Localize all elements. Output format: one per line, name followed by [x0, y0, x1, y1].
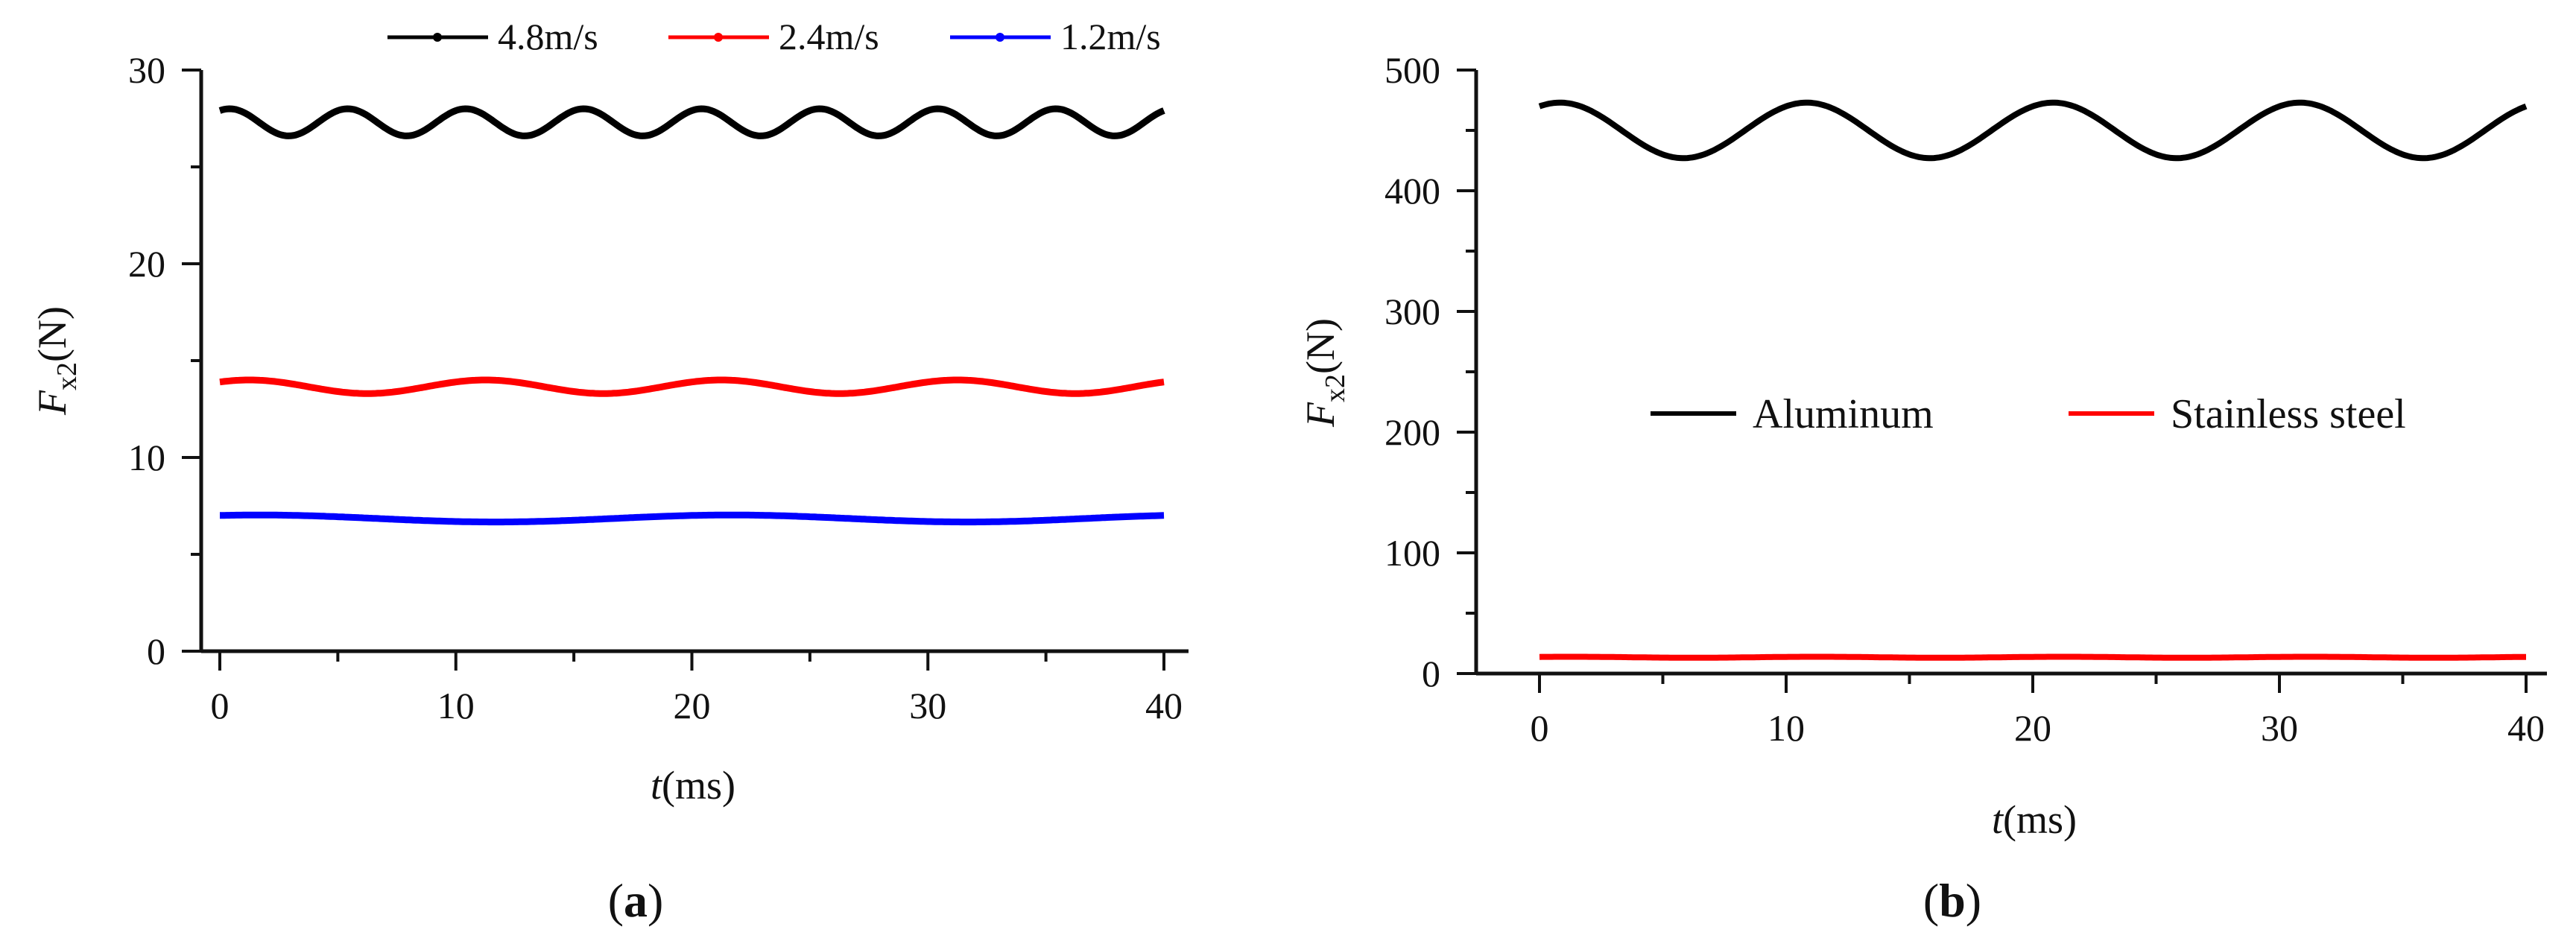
legend-label-4-8ms: 4.8m/s [498, 16, 598, 57]
x-tick-label: 30 [2261, 707, 2298, 749]
y-tick-label: 20 [128, 243, 165, 285]
panel-a-series [218, 105, 1165, 526]
legend-label-stainless-steel: Stainless steel [2171, 391, 2406, 437]
legend-marker-2-4ms [714, 33, 723, 42]
x-tick-label: 40 [2507, 707, 2545, 749]
panel-b-x-axis-label: t(ms) [1992, 797, 2077, 842]
x-tick-label: 30 [909, 685, 946, 726]
legend-item-stainless-steel: Stainless steel [2069, 391, 2406, 437]
panel-a-y-ticks: 0 10 20 30 [128, 49, 201, 672]
legend-marker-1-2ms [996, 33, 1004, 42]
panel-b-y-axis-label: Fx2(N) [1298, 318, 1351, 428]
y-tick-label: 200 [1384, 411, 1440, 453]
legend-item-1-2ms: 1.2m/s [950, 16, 1161, 57]
legend-marker-4-8ms [433, 33, 442, 42]
panel-b-label: (b) [1923, 874, 1981, 927]
legend-item-2-4ms: 2.4m/s [668, 16, 879, 57]
series-line-aluminum [1538, 99, 2528, 162]
y-tick-label: 10 [128, 437, 165, 478]
panel-b-y-ticks: 0 100 200 300 400 500 [1384, 49, 1476, 694]
legend-label-1-2ms: 1.2m/s [1060, 16, 1161, 57]
series-line-2-4m-s [218, 376, 1165, 397]
panel-a-label: (a) [608, 874, 664, 927]
legend-item-4-8ms: 4.8m/s [387, 16, 598, 57]
y-tick-label: 100 [1384, 532, 1440, 574]
y-tick-label: 500 [1384, 49, 1440, 91]
legend-label-2-4ms: 2.4m/s [779, 16, 879, 57]
y-tick-label: 400 [1384, 170, 1440, 212]
legend-item-aluminum: Aluminum [1651, 391, 1934, 437]
panel-b-x-ticks: 0 10 20 30 40 [1531, 674, 2545, 749]
panel-b-series [1538, 99, 2528, 661]
y-tick-label: 0 [147, 630, 165, 672]
panel-a-x-ticks: 0 10 20 30 40 [211, 651, 1183, 726]
panel-a: 0 10 20 30 0 10 20 30 40 Fx2(N) t(ms) 4.8m/s 2.… [30, 16, 1189, 927]
series-line-stainless-steel [1539, 653, 2527, 661]
x-tick-label: 10 [437, 685, 475, 726]
series-line-4-8m-s [218, 105, 1165, 139]
y-tick-label: 300 [1384, 291, 1440, 332]
legend-label-aluminum: Aluminum [1753, 391, 1934, 437]
x-tick-label: 0 [211, 685, 230, 726]
y-tick-label: 30 [128, 49, 165, 91]
panel-a-x-axis-label: t(ms) [651, 763, 735, 808]
panel-a-y-axis-label: Fx2(N) [30, 306, 83, 416]
x-tick-label: 20 [2014, 707, 2051, 749]
series-line-1-2m-s [218, 511, 1165, 526]
x-tick-label: 20 [674, 685, 711, 726]
x-tick-label: 10 [1768, 707, 1805, 749]
y-tick-label: 0 [1422, 653, 1440, 694]
x-tick-label: 0 [1531, 707, 1549, 749]
panel-b-legend: Aluminum Stainless steel [1651, 391, 2406, 437]
panel-a-legend: 4.8m/s 2.4m/s 1.2m/s [387, 16, 1161, 57]
x-tick-label: 40 [1145, 685, 1183, 726]
